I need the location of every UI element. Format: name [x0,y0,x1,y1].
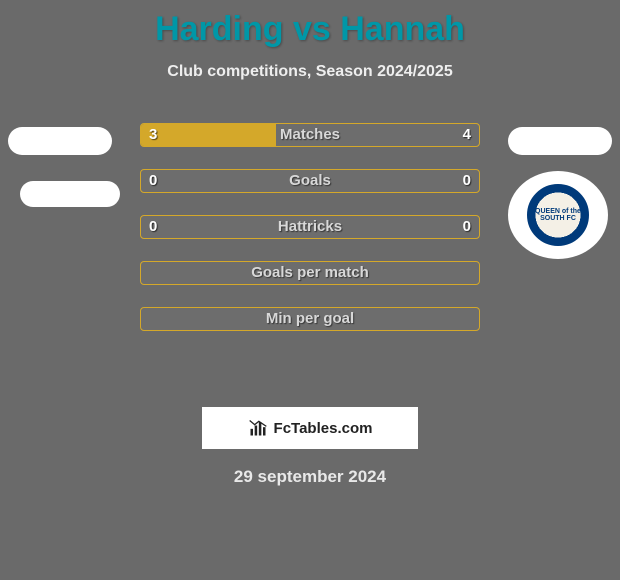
stat-label: Matches [141,126,479,143]
stat-value-right: 0 [463,172,471,189]
stat-value-right: 4 [463,126,471,143]
date-text: 29 september 2024 [0,467,620,487]
stats-area: QUEEN of the SOUTH FC 3 Matches 4 0 Goal… [0,109,620,389]
stat-row-goals: 0 Goals 0 [140,169,480,193]
source-badge[interactable]: FcTables.com [202,407,418,449]
bar-chart-icon [248,418,268,438]
player-right-badge-1 [508,127,612,155]
player-left-badge-2 [20,181,120,207]
player-left-badge-1 [8,127,112,155]
stat-row-hattricks: 0 Hattricks 0 [140,215,480,239]
player-right-crest: QUEEN of the SOUTH FC [508,171,608,259]
stat-label: Goals [141,172,479,189]
subtitle: Club competitions, Season 2024/2025 [0,63,620,81]
page-title: Harding vs Hannah [0,0,620,49]
stat-label: Hattricks [141,218,479,235]
stat-label: Min per goal [141,310,479,327]
stat-row-goals-per-match: Goals per match [140,261,480,285]
crest-inner: QUEEN of the SOUTH FC [527,184,589,246]
stat-row-min-per-goal: Min per goal [140,307,480,331]
stat-row-matches: 3 Matches 4 [140,123,480,147]
stat-label: Goals per match [141,264,479,281]
stat-bars: 3 Matches 4 0 Goals 0 0 Hattricks 0 Goal… [140,123,480,353]
source-text: FcTables.com [274,420,373,437]
stat-value-right: 0 [463,218,471,235]
